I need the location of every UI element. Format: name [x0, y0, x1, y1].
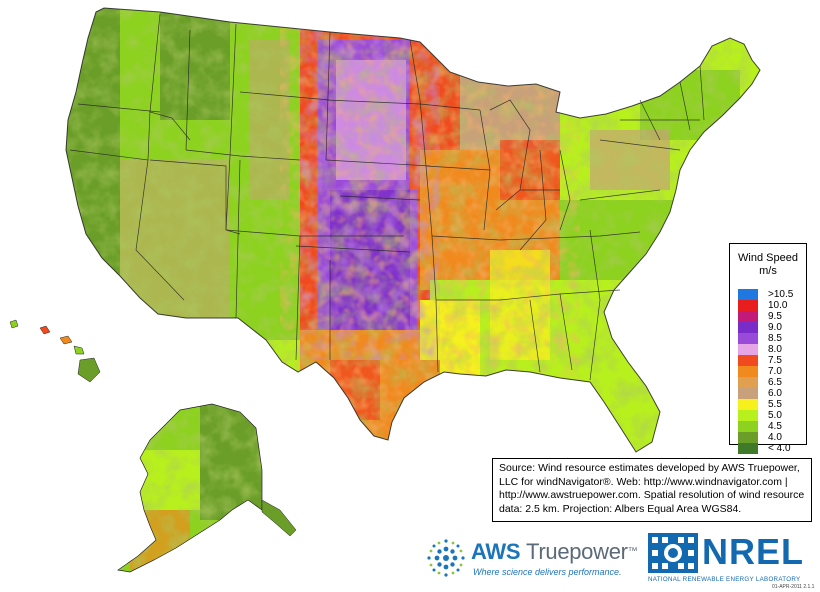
legend-title-line1: Wind Speed [738, 252, 798, 264]
alaska-panhandle [261, 499, 297, 537]
legend-label: 8.5 [768, 333, 782, 344]
legend-swatch [738, 410, 758, 421]
legend-label: 7.5 [768, 355, 782, 366]
hawaii [9, 319, 101, 383]
legend-label: 4.0 [768, 432, 782, 443]
legend-row: >10.5 [738, 289, 793, 300]
legend-label: 5.5 [768, 399, 782, 410]
legend-row: 8.5 [738, 333, 793, 344]
legend-row: 9.5 [738, 311, 793, 322]
legend-title-units: m/s [759, 265, 777, 277]
aws-wordmark: AWS Truepower™ [471, 539, 638, 565]
state-boundaries [65, 7, 761, 453]
legend-swatch [738, 322, 758, 333]
legend-entries: >10.5 10.0 9.5 9.0 8.5 8.0 7.5 7.0 6.5 6.0 5.5 5.0 4… [738, 289, 793, 454]
legend-swatch [738, 311, 758, 322]
legend-label: 10.0 [768, 300, 788, 311]
nrel-subtitle: NATIONAL RENEWABLE ENERGY LABORATORY [648, 576, 801, 583]
legend-swatch [738, 289, 758, 300]
trademark-symbol: ™ [627, 546, 638, 557]
legend-swatch [738, 300, 758, 311]
aws-truepower-logo: AWS Truepower™ Where science delivers pe… [425, 535, 640, 585]
legend-label: 4.5 [768, 421, 782, 432]
source-line: Source: Wind resource estimates develope… [499, 462, 800, 474]
wind-speed-legend: Wind Speed m/s >10.5 10.0 9.5 9.0 8.5 8.0 7.5 7… [729, 243, 807, 454]
truepower-word: Truepower [526, 539, 628, 564]
legend-row: < 4.0 [738, 443, 793, 454]
aws-tagline: Where science delivers performance. [473, 567, 622, 577]
legend-label: 5.0 [768, 410, 782, 421]
legend-row: 5.0 [738, 410, 793, 421]
legend-label: < 4.0 [768, 443, 791, 454]
legend-row: 9.0 [738, 322, 793, 333]
source-line: data: 2.5 km. Projection: Albers Equal A… [499, 502, 742, 515]
source-line: LLC for windNavigator®. Web: http://www.… [499, 475, 788, 488]
nrel-wordmark: NREL [702, 531, 804, 572]
legend-row: 7.0 [738, 366, 793, 377]
legend-swatch [738, 388, 758, 399]
legend-label: >10.5 [768, 289, 794, 300]
legend-swatch [738, 432, 758, 443]
alaska-outline [117, 403, 263, 573]
legend-row: 8.0 [738, 344, 793, 355]
alaska [118, 404, 262, 572]
legend-swatch [738, 377, 758, 388]
legend-label: 6.5 [768, 377, 782, 388]
version-stamp: 01-APR-2011 2.1.1 [772, 584, 815, 590]
legend-label: 6.0 [768, 388, 782, 399]
legend-row: 6.5 [738, 377, 793, 388]
legend-swatch [738, 399, 758, 410]
legend-row: 5.5 [738, 399, 793, 410]
legend-label: 8.0 [768, 344, 782, 355]
legend-row: 7.5 [738, 355, 793, 366]
source-note: Source: Wind resource estimates develope… [492, 458, 812, 522]
legend-row: 4.5 [738, 421, 793, 432]
legend-swatch [738, 443, 758, 454]
legend-row: 6.0 [738, 388, 793, 399]
legend-swatch [738, 366, 758, 377]
nrel-emblem-icon [648, 533, 698, 573]
aws-word: AWS [471, 539, 527, 564]
legend-swatch [738, 421, 758, 432]
legend-label: 7.0 [768, 366, 782, 377]
legend-row: 4.0 [738, 432, 793, 443]
legend-swatch [738, 355, 758, 366]
legend-label: 9.5 [768, 311, 782, 322]
aws-dots-icon [427, 539, 465, 577]
legend-title: Wind Speed m/s [730, 252, 806, 278]
legend-label: 9.0 [768, 322, 782, 333]
source-line: http://www.awstruepower.com. Spatial res… [499, 489, 805, 501]
legend-row: 10.0 [738, 300, 793, 311]
legend-swatch [738, 333, 758, 344]
legend-swatch [738, 344, 758, 355]
nrel-logo: NREL NATIONAL RENEWABLE ENERGY LABORATOR… [648, 531, 812, 585]
